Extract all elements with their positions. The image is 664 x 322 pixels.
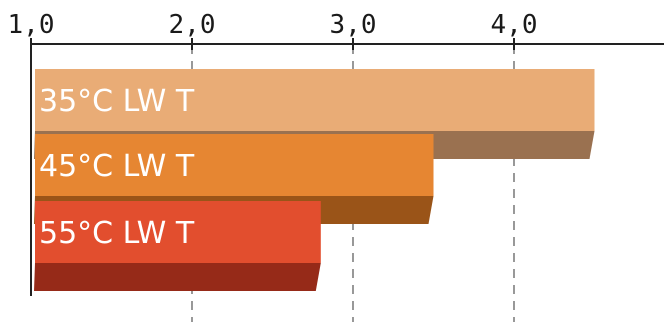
bar-label: 45°C LW T xyxy=(39,149,195,184)
x-tick-label: 3,0 xyxy=(330,10,377,40)
axes xyxy=(30,38,664,296)
bars: 35°C LW T 45°C LW T 55°C LW T xyxy=(34,69,595,291)
x-tick-label: 4,0 xyxy=(491,10,538,40)
bar xyxy=(35,134,434,196)
bar xyxy=(35,69,595,131)
x-tick-label: 2,0 xyxy=(169,10,216,40)
bar-label: 35°C LW T xyxy=(39,84,195,119)
bar-depth-face xyxy=(34,263,321,291)
bar-label: 55°C LW T xyxy=(39,216,195,251)
tick-labels: 1,0 2,0 3,0 4,0 xyxy=(8,10,538,40)
x-tick-label: 1,0 xyxy=(8,10,55,40)
bar xyxy=(35,201,321,263)
